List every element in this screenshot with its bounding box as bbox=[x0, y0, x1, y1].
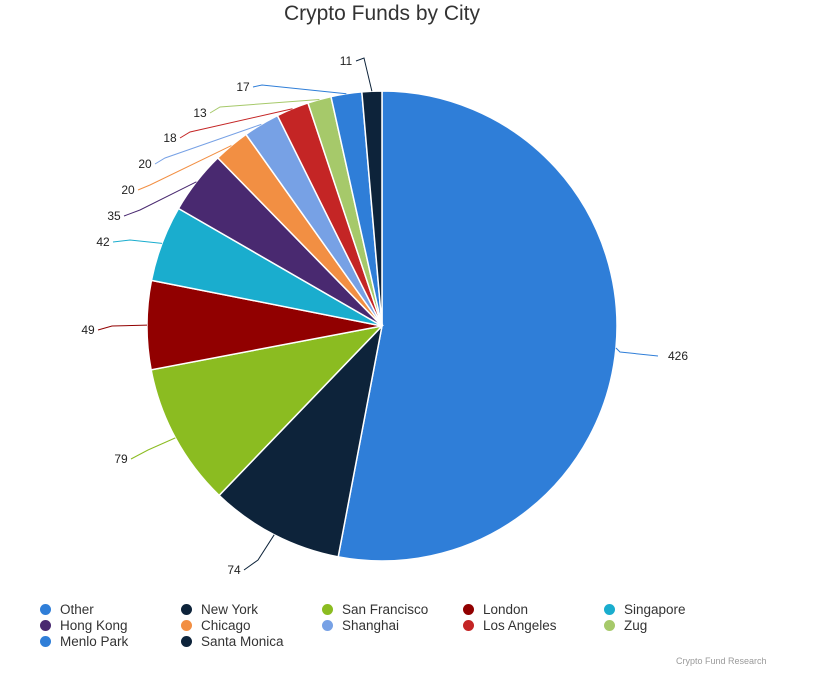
pie-slice-new-york[interactable] bbox=[218, 323, 384, 558]
chart-credit[interactable]: Crypto Fund Research bbox=[676, 656, 767, 666]
legend-swatch-other bbox=[40, 603, 51, 615]
connector-hong-kong bbox=[123, 181, 197, 217]
legend-swatch-singapore bbox=[604, 603, 615, 615]
legend-label-shanghai: Shanghai bbox=[342, 617, 400, 633]
data-label-other: 426 bbox=[668, 349, 688, 363]
legend-item-los-angeles[interactable]: Los Angeles bbox=[463, 617, 604, 633]
legend-swatch-menlo-park bbox=[40, 635, 51, 647]
legend-item-menlo-park[interactable]: Menlo Park bbox=[40, 633, 181, 649]
connector-london bbox=[97, 324, 148, 331]
data-label-shanghai: 20 bbox=[138, 157, 152, 171]
legend-item-zug[interactable]: Zug bbox=[604, 617, 745, 633]
connector-menlo-park bbox=[252, 84, 347, 95]
connector-san-francisco bbox=[130, 437, 176, 460]
data-label-santa-monica: 11 bbox=[340, 54, 353, 68]
connector-los-angeles bbox=[179, 108, 293, 139]
data-label-hong-kong: 35 bbox=[107, 209, 121, 223]
connector-chicago bbox=[137, 145, 232, 191]
data-label-london: 49 bbox=[81, 323, 95, 337]
legend-item-other[interactable]: Other bbox=[40, 601, 181, 617]
legend-label-zug: Zug bbox=[624, 617, 648, 633]
legend-swatch-los-angeles bbox=[463, 619, 474, 631]
legend-item-chicago[interactable]: Chicago bbox=[181, 617, 322, 633]
legend-swatch-hong-kong bbox=[40, 619, 51, 631]
legend-label-london: London bbox=[483, 601, 529, 617]
data-label-chicago: 20 bbox=[121, 183, 135, 197]
connector-other bbox=[615, 347, 659, 357]
legend-item-hong-kong[interactable]: Hong Kong bbox=[40, 617, 181, 633]
legend-item-santa-monica[interactable]: Santa Monica bbox=[181, 633, 322, 649]
data-label-los-angeles: 18 bbox=[163, 131, 177, 145]
legend-swatch-santa-monica bbox=[181, 635, 192, 647]
legend-label-singapore: Singapore bbox=[624, 601, 686, 617]
pie-slice-other[interactable] bbox=[337, 90, 618, 562]
legend: Other New York San Francisco London Singapor… bbox=[40, 601, 760, 649]
pie-slices bbox=[146, 90, 618, 562]
legend-label-san-francisco: San Francisco bbox=[342, 601, 429, 617]
chart-title: Crypto Funds by City bbox=[283, 2, 481, 25]
legend-label-hong-kong: Hong Kong bbox=[60, 617, 128, 633]
label-connectors bbox=[97, 57, 659, 571]
legend-label-los-angeles: Los Angeles bbox=[483, 617, 557, 633]
legend-label-chicago: Chicago bbox=[201, 617, 251, 633]
data-label-singapore: 42 bbox=[96, 235, 110, 249]
legend-label-menlo-park: Menlo Park bbox=[60, 633, 129, 649]
data-label-menlo-park: 17 bbox=[236, 80, 250, 94]
connector-singapore bbox=[112, 239, 163, 244]
legend-item-shanghai[interactable]: Shanghai bbox=[322, 617, 463, 633]
legend-item-london[interactable]: London bbox=[463, 601, 604, 617]
legend-item-new-york[interactable]: New York bbox=[181, 601, 322, 617]
connector-santa-monica bbox=[355, 57, 373, 92]
legend-label-new-york: New York bbox=[201, 601, 259, 617]
legend-swatch-zug bbox=[604, 619, 615, 631]
legend-swatch-san-francisco bbox=[322, 603, 333, 615]
legend-label-santa-monica: Santa Monica bbox=[201, 633, 284, 649]
connector-new-york bbox=[243, 534, 275, 571]
connector-shanghai bbox=[154, 123, 262, 165]
connector-zug bbox=[209, 98, 320, 114]
data-label-new-york: 74 bbox=[227, 563, 241, 577]
legend-swatch-shanghai bbox=[322, 619, 333, 631]
legend-swatch-new-york bbox=[181, 603, 192, 615]
data-label-zug: 13 bbox=[193, 106, 207, 120]
data-label-san-francisco: 79 bbox=[114, 452, 128, 466]
legend-label-other: Other bbox=[60, 601, 94, 617]
legend-item-san-francisco[interactable]: San Francisco bbox=[322, 601, 463, 617]
legend-swatch-london bbox=[463, 603, 474, 615]
legend-swatch-chicago bbox=[181, 619, 192, 631]
legend-item-singapore[interactable]: Singapore bbox=[604, 601, 745, 617]
